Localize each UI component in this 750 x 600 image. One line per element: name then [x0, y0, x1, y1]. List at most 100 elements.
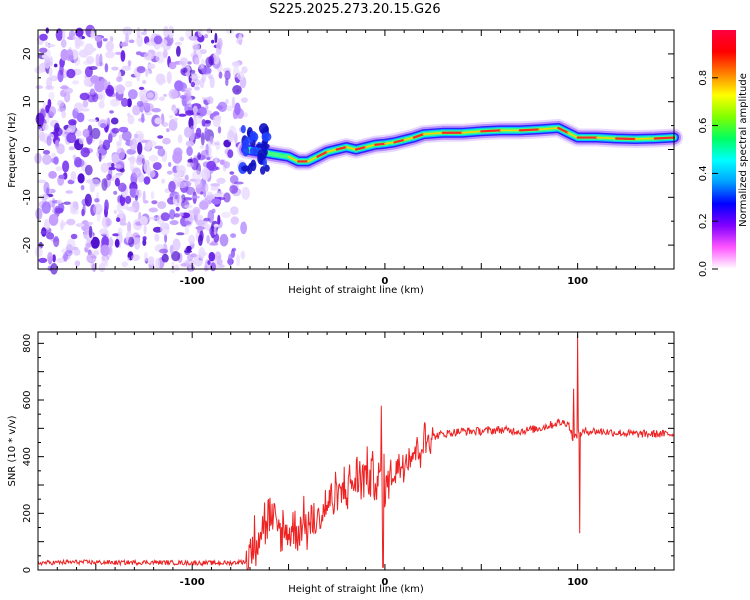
noise-speckle	[58, 174, 65, 179]
noise-speckle	[54, 122, 60, 133]
noise-speckle	[204, 34, 209, 39]
noise-speckle	[186, 162, 194, 168]
noise-speckle	[114, 238, 120, 248]
noise-speckle	[74, 56, 81, 66]
colorbar-ticks: 0.0 0.2 0.4 0.6 0.8	[698, 70, 718, 277]
noise-speckle	[174, 194, 179, 200]
noise-speckle	[205, 56, 213, 68]
noise-speckle	[48, 213, 59, 226]
noise-speckle	[105, 218, 112, 227]
noise-speckle	[166, 170, 173, 175]
noise-speckle	[211, 208, 216, 214]
onset-blob	[258, 123, 269, 135]
noise-speckle	[215, 140, 221, 151]
noise-speckle	[73, 248, 81, 256]
noise-speckle	[147, 256, 155, 266]
noise-speckle	[131, 254, 141, 262]
noise-speckle	[83, 60, 93, 65]
noise-speckle	[177, 134, 183, 144]
noise-speckle	[51, 152, 56, 158]
noise-speckle	[209, 76, 215, 89]
noise-speckle	[207, 96, 214, 105]
noise-speckle	[129, 188, 136, 198]
page-title: S225.2025.273.20.15.G26	[269, 2, 441, 17]
noise-speckle	[205, 143, 209, 155]
onset-blob	[257, 149, 267, 161]
ridge-core	[422, 131, 444, 136]
noise-speckle	[206, 28, 212, 34]
colorbar-label: Normalized spectral amplitude	[738, 73, 749, 227]
noise-speckle	[179, 95, 187, 99]
noise-speckle	[197, 50, 202, 59]
noise-speckle	[104, 63, 109, 73]
noise-speckle	[85, 179, 93, 184]
noise-speckle	[140, 31, 147, 36]
noise-speckle	[211, 39, 215, 44]
noise-speckle	[138, 86, 145, 90]
noise-speckle	[230, 216, 239, 225]
noise-speckle	[143, 176, 151, 185]
noise-speckle	[80, 108, 90, 112]
noise-speckle	[108, 238, 114, 248]
noise-speckle	[160, 212, 170, 222]
noise-speckle	[212, 52, 220, 65]
noise-speckle	[225, 98, 229, 105]
noise-speckle	[168, 115, 174, 119]
noise-speckle	[90, 236, 100, 249]
noise-speckle	[186, 146, 193, 157]
noise-speckle	[60, 221, 67, 226]
ridge-peak	[653, 136, 676, 140]
noise-speckle	[180, 212, 184, 217]
noise-speckle	[144, 112, 152, 116]
noise-speckle	[42, 123, 49, 131]
noise-speckle	[66, 127, 72, 133]
x-tick-label: -100	[180, 276, 205, 287]
x-tick-label: 100	[567, 577, 588, 588]
noise-speckle	[75, 40, 82, 46]
onset-blob	[240, 124, 246, 134]
noise-speckle	[99, 139, 103, 148]
noise-speckle	[151, 200, 158, 205]
noise-speckle	[116, 76, 123, 83]
noise-speckle	[162, 49, 168, 59]
noise-speckle	[219, 233, 229, 247]
noise-speckle	[59, 62, 64, 76]
noise-speckle	[168, 88, 179, 100]
noise-speckle	[188, 35, 199, 41]
noise-speckle	[70, 171, 77, 181]
noise-speckle	[182, 67, 188, 73]
ridge-core	[596, 136, 617, 140]
noise-speckle	[75, 223, 85, 228]
noise-speckle	[191, 195, 200, 199]
noise-speckle	[89, 182, 96, 193]
noise-speckle	[136, 100, 144, 108]
noise-speckle	[99, 78, 108, 91]
noise-speckle	[139, 216, 148, 226]
noise-speckle	[84, 193, 92, 207]
noise-speckle	[62, 160, 70, 173]
noise-speckle	[214, 32, 218, 44]
noise-speckle	[154, 233, 160, 242]
noise-speckle	[94, 36, 102, 42]
noise-speckle	[168, 25, 175, 39]
noise-speckle	[90, 29, 95, 40]
ridge-core	[326, 148, 338, 153]
noise-speckle	[43, 219, 50, 231]
noise-speckle	[47, 252, 53, 263]
colorbar-tick-label: 0.0	[698, 261, 709, 277]
noise-speckle	[144, 103, 154, 112]
noise-speckle	[117, 227, 123, 238]
noise-speckle	[168, 118, 178, 131]
snr-ticks: -100 0 100 0 200 400 600 800	[22, 332, 675, 588]
noise-speckle	[224, 70, 231, 80]
noise-speckle	[204, 127, 209, 139]
noise-speckle	[241, 186, 250, 200]
noise-speckle	[35, 112, 45, 126]
noise-speckle	[240, 97, 248, 103]
noise-speckle	[159, 248, 169, 254]
x-tick-label: 0	[381, 577, 388, 588]
noise-speckle	[187, 158, 193, 164]
noise-speckle	[202, 97, 206, 101]
noise-speckle	[136, 156, 144, 166]
noise-speckle	[65, 49, 74, 62]
